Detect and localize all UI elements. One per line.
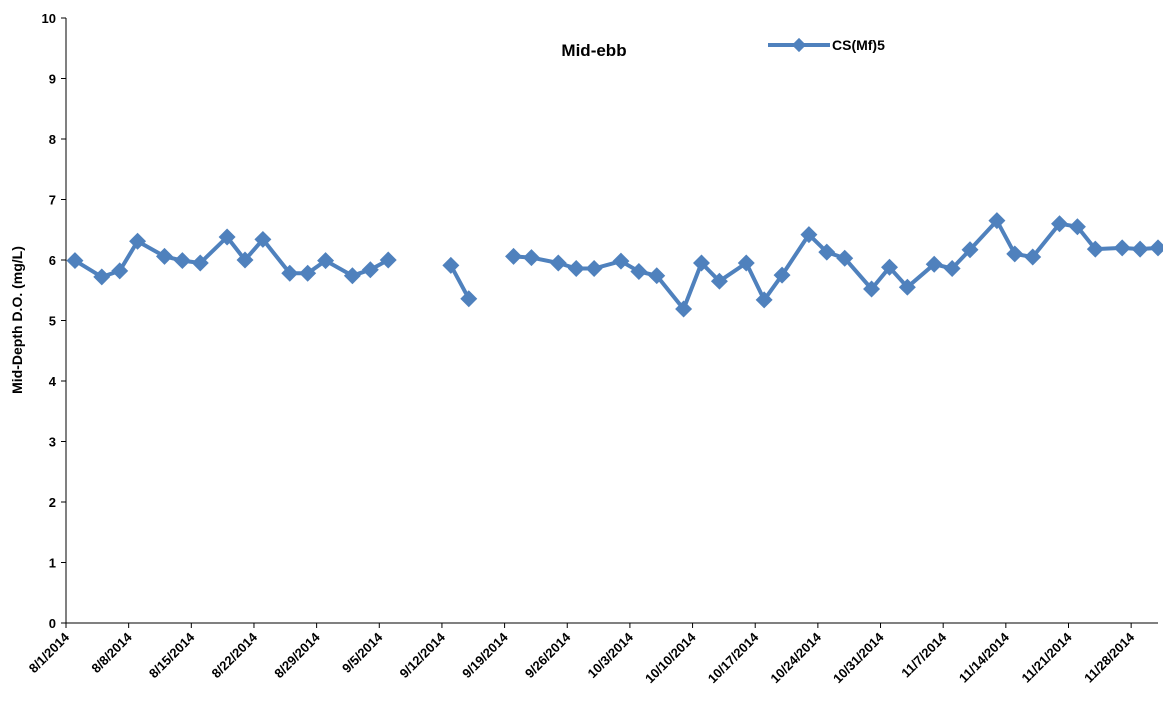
y-tick-label: 8	[49, 132, 56, 147]
x-tick-label: 10/10/2014	[642, 629, 699, 686]
y-tick-label: 6	[49, 253, 56, 268]
data-point	[1131, 240, 1149, 258]
data-point	[818, 243, 836, 261]
data-point	[612, 252, 630, 270]
x-tick-label: 11/21/2014	[1018, 629, 1075, 686]
y-axis-label: Mid-Depth D.O. (mg/L)	[9, 246, 25, 394]
data-point	[379, 251, 397, 269]
x-tick-label: 11/7/2014	[898, 629, 950, 681]
data-point	[1113, 239, 1131, 257]
y-tick-label: 9	[49, 72, 56, 87]
series-line	[513, 218, 1159, 311]
data-point	[343, 267, 361, 285]
x-tick-label: 11/14/2014	[956, 629, 1013, 686]
data-point	[549, 254, 567, 272]
x-tick-label: 8/8/2014	[88, 629, 135, 676]
data-point	[925, 255, 943, 273]
data-point	[961, 241, 979, 259]
y-tick-label: 0	[49, 616, 56, 631]
data-point	[156, 247, 173, 265]
y-tick-label: 4	[49, 374, 57, 389]
data-point	[585, 259, 603, 277]
legend: CS(Mf)5	[768, 37, 885, 53]
data-point	[460, 290, 478, 308]
legend-marker	[791, 37, 807, 53]
x-tick-label: 11/28/2014	[1081, 629, 1138, 686]
data-point	[505, 247, 523, 265]
data-point	[881, 258, 898, 276]
y-tick-label: 10	[42, 11, 56, 26]
legend-label: CS(Mf)5	[832, 37, 885, 53]
x-tick-label: 9/5/2014	[339, 629, 386, 676]
y-tick-label: 3	[49, 435, 56, 450]
x-tick-label: 10/24/2014	[767, 629, 824, 686]
data-point	[1149, 239, 1163, 257]
data-point	[1024, 248, 1042, 266]
data-point	[693, 254, 710, 272]
data-point	[648, 267, 666, 285]
series-line	[73, 235, 390, 279]
y-tick-label: 2	[49, 495, 56, 510]
x-tick-label: 9/26/2014	[522, 629, 574, 681]
x-tick-label: 9/19/2014	[459, 629, 511, 681]
x-axis: 8/1/2014 8/8/2014 8/15/2014 8/22/2014 8/29/2…	[26, 622, 1158, 686]
data-point	[522, 249, 540, 267]
series-group	[66, 212, 1163, 318]
y-tick-label: 1	[49, 556, 56, 571]
data-point	[988, 212, 1006, 230]
series-line	[449, 264, 471, 300]
data-point	[773, 266, 791, 284]
data-point	[675, 300, 693, 318]
data-point	[800, 226, 818, 244]
data-point	[442, 256, 460, 274]
x-tick-label: 8/29/2014	[271, 629, 323, 681]
x-tick-label: 9/12/2014	[397, 629, 449, 681]
data-point	[1051, 215, 1069, 233]
data-point	[755, 291, 773, 309]
y-tick-label: 5	[49, 314, 56, 329]
x-tick-label: 8/15/2014	[146, 629, 198, 681]
x-tick-label: 10/17/2014	[705, 629, 762, 686]
x-tick-label: 8/1/2014	[26, 629, 73, 676]
data-point	[173, 252, 191, 270]
data-point	[630, 262, 648, 280]
data-point	[361, 261, 379, 279]
data-point	[218, 228, 236, 246]
data-point	[191, 254, 209, 272]
x-tick-label: 10/31/2014	[830, 629, 887, 686]
y-tick-label: 7	[49, 193, 56, 208]
data-point	[567, 259, 585, 277]
data-point	[737, 254, 755, 272]
chart-title: Mid-ebb	[561, 41, 626, 60]
x-tick-label: 10/3/2014	[585, 629, 637, 681]
data-point	[898, 278, 916, 296]
x-tick-label: 8/22/2014	[209, 629, 261, 681]
data-point	[299, 264, 317, 282]
y-axis: 0 1 2 3 4 5 6 7 8 9 10	[42, 11, 67, 631]
data-point	[1006, 245, 1024, 263]
data-point	[111, 262, 129, 280]
data-point	[129, 232, 147, 250]
data-point	[943, 260, 961, 277]
